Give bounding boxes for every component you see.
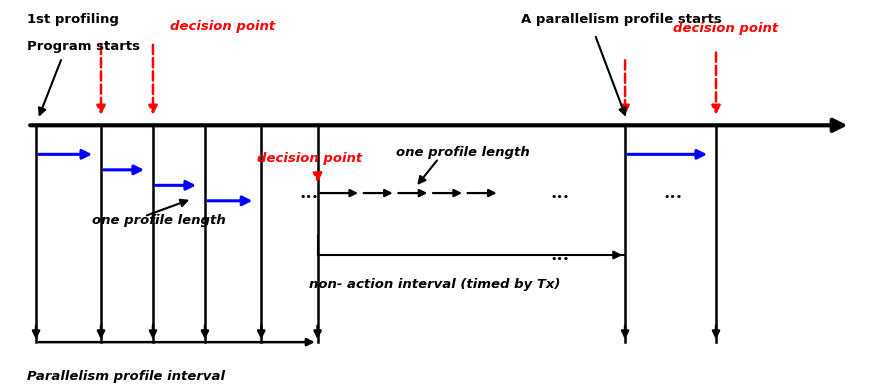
Text: ...: ... xyxy=(663,184,682,202)
Text: Program starts: Program starts xyxy=(28,40,141,53)
Text: one profile length: one profile length xyxy=(92,214,226,227)
Text: decision point: decision point xyxy=(673,22,778,35)
Text: one profile length: one profile length xyxy=(395,146,529,159)
Text: ...: ... xyxy=(299,184,318,202)
Text: ...: ... xyxy=(551,246,570,264)
Text: non- action interval (timed by Tx): non- action interval (timed by Tx) xyxy=(308,278,561,291)
Text: decision point: decision point xyxy=(257,152,362,165)
Text: Parallelism profile interval: Parallelism profile interval xyxy=(28,370,225,383)
Text: ...: ... xyxy=(551,184,570,202)
Text: A parallelism profile starts: A parallelism profile starts xyxy=(521,13,722,26)
Text: decision point: decision point xyxy=(170,20,275,33)
Text: 1st profiling: 1st profiling xyxy=(28,13,119,26)
